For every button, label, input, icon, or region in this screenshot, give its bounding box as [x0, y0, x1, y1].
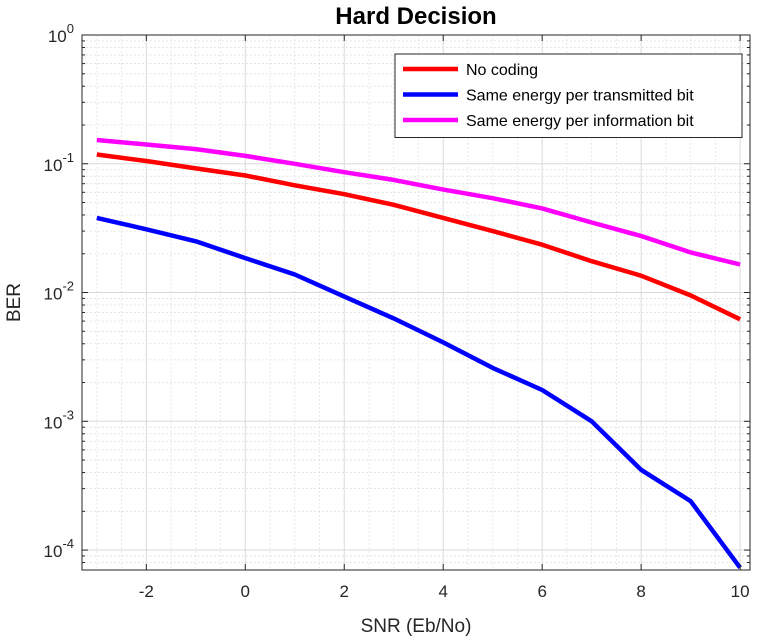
legend-label: Same energy per transmitted bit	[466, 88, 694, 105]
series-layer	[96, 137, 742, 570]
x-tick-label: 4	[438, 582, 447, 601]
series-line-3	[96, 137, 741, 267]
y-tick-label: 10-2	[44, 279, 74, 304]
x-tick-label: -2	[139, 582, 154, 601]
x-tick-label: 2	[340, 582, 349, 601]
legend-label: No coding	[466, 62, 538, 79]
y-tick-label: 10-1	[44, 150, 74, 175]
y-tick-label: 100	[48, 21, 74, 46]
chart-title: Hard Decision	[335, 3, 496, 30]
plot-frame	[81, 34, 751, 571]
x-tick-label: 0	[241, 582, 250, 601]
x-tick-label: 8	[636, 582, 645, 601]
series-line-1	[96, 152, 742, 322]
y-tick-label: 10-3	[44, 407, 74, 432]
legend: No coding Same energy per transmitted bit…	[394, 53, 743, 138]
series-line-2	[96, 215, 742, 570]
y-tick-label: 10-4	[44, 536, 74, 561]
x-tick-label: 10	[731, 582, 750, 601]
x-axis-label: SNR (Eb/No)	[361, 616, 472, 637]
x-tick-label: 6	[537, 582, 546, 601]
y-axis-label: BER	[4, 283, 25, 322]
legend-label: Same energy per information bit	[466, 113, 694, 130]
ticks: -2 0 2 4 6 8 10 100 10-1 10-2 10-3 10-4	[44, 21, 750, 601]
